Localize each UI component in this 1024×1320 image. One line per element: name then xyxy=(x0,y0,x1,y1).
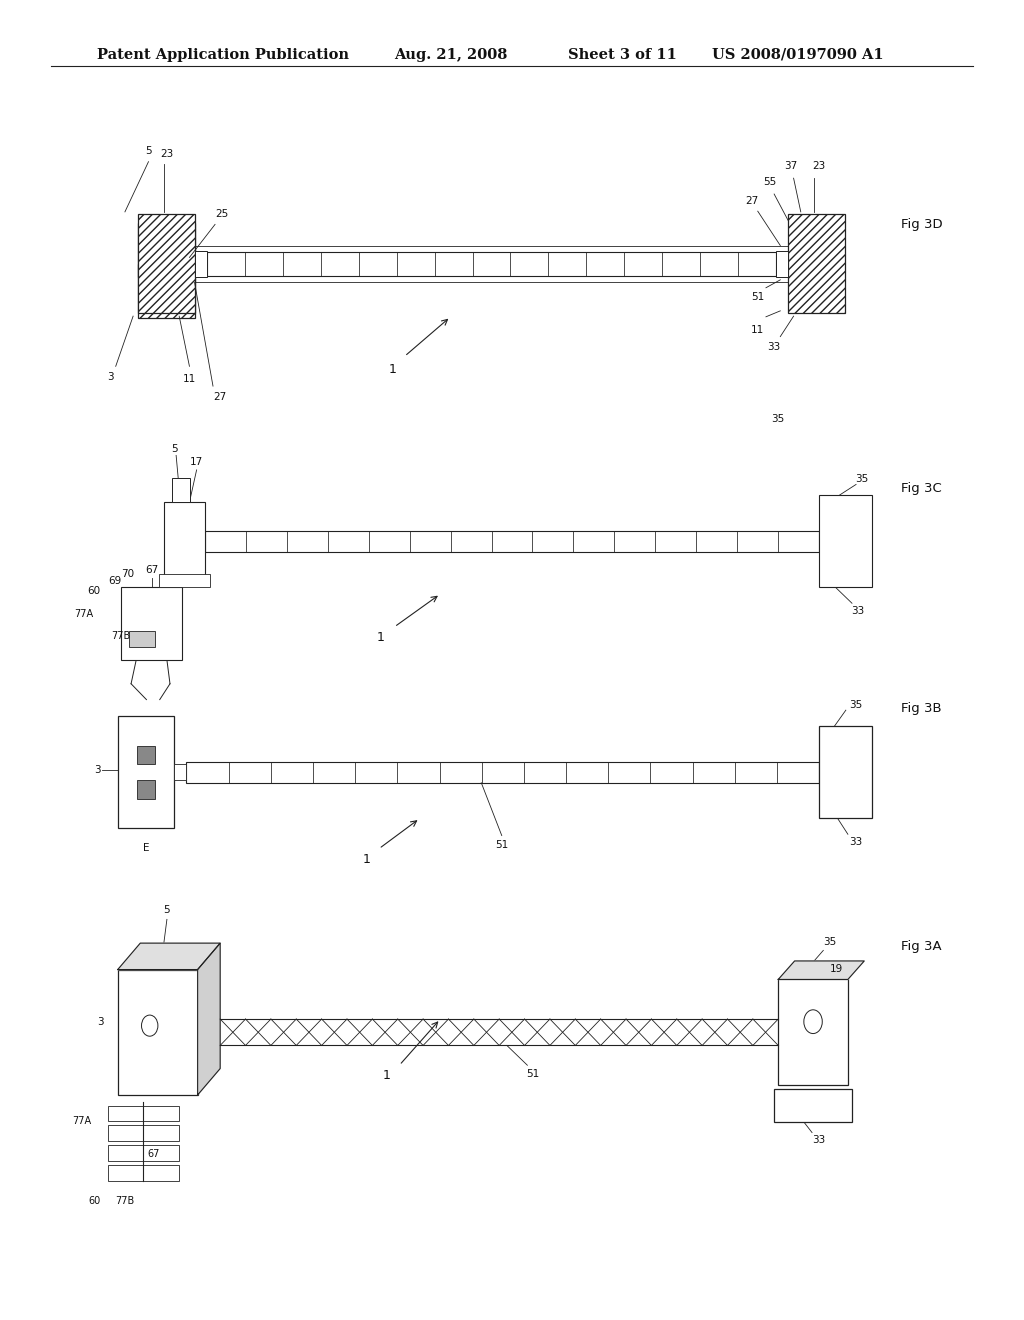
Bar xyxy=(195,251,207,277)
Text: 67: 67 xyxy=(147,1150,160,1159)
Text: 60: 60 xyxy=(88,1196,100,1205)
Bar xyxy=(108,1166,179,1180)
Bar xyxy=(776,251,788,277)
Bar xyxy=(774,1089,852,1122)
Polygon shape xyxy=(118,942,220,969)
Bar xyxy=(788,214,845,313)
Bar xyxy=(137,780,156,799)
Text: 35: 35 xyxy=(856,474,868,484)
Text: 27: 27 xyxy=(214,392,226,401)
Bar xyxy=(186,762,819,783)
Text: 19: 19 xyxy=(830,964,843,974)
Text: 33: 33 xyxy=(813,1135,825,1146)
Text: 33: 33 xyxy=(768,342,780,352)
Text: 35: 35 xyxy=(823,937,836,948)
Text: 5: 5 xyxy=(164,906,170,915)
Text: 51: 51 xyxy=(526,1069,539,1080)
Bar xyxy=(137,746,156,764)
Text: 23: 23 xyxy=(813,161,825,172)
Bar xyxy=(159,574,210,587)
Bar xyxy=(108,1125,179,1140)
Text: 69: 69 xyxy=(109,576,121,586)
Text: 1: 1 xyxy=(388,363,396,376)
Text: 35: 35 xyxy=(850,700,862,710)
Text: 3: 3 xyxy=(97,1016,103,1027)
Text: 35: 35 xyxy=(772,414,784,424)
Text: 25: 25 xyxy=(216,209,228,219)
Text: 51: 51 xyxy=(496,840,508,850)
Text: 33: 33 xyxy=(850,837,862,847)
Text: 51: 51 xyxy=(752,292,764,302)
Text: Patent Application Publication: Patent Application Publication xyxy=(97,48,349,62)
Polygon shape xyxy=(778,961,864,979)
Text: 77B: 77B xyxy=(112,631,130,642)
Text: Fig 3B: Fig 3B xyxy=(901,702,942,715)
Bar xyxy=(205,531,819,552)
Text: 60: 60 xyxy=(88,586,100,597)
Bar xyxy=(121,587,182,660)
Text: 5: 5 xyxy=(145,147,152,156)
Text: Sheet 3 of 11: Sheet 3 of 11 xyxy=(568,48,677,62)
Text: 3: 3 xyxy=(94,764,100,775)
Text: 5: 5 xyxy=(171,444,177,454)
Text: E: E xyxy=(142,843,150,853)
Text: 70: 70 xyxy=(122,569,134,579)
Polygon shape xyxy=(198,942,220,1096)
Bar xyxy=(778,979,848,1085)
Text: 11: 11 xyxy=(752,325,764,335)
Bar xyxy=(118,715,174,829)
Bar xyxy=(174,764,186,780)
Text: 23: 23 xyxy=(161,149,173,158)
Text: 37: 37 xyxy=(784,161,797,172)
Bar xyxy=(172,478,190,502)
Bar xyxy=(129,631,155,647)
Text: Fig 3C: Fig 3C xyxy=(901,482,942,495)
Bar xyxy=(108,1106,179,1122)
Text: Fig 3A: Fig 3A xyxy=(901,940,942,953)
Bar xyxy=(108,1146,179,1162)
Text: 17: 17 xyxy=(190,457,203,467)
Bar xyxy=(819,495,872,587)
Text: 1: 1 xyxy=(362,853,371,866)
Bar xyxy=(138,214,195,313)
Text: 1: 1 xyxy=(383,1069,391,1082)
Bar xyxy=(138,223,195,277)
Bar xyxy=(138,264,195,318)
Text: 33: 33 xyxy=(852,606,864,616)
Text: 11: 11 xyxy=(183,375,196,384)
Text: US 2008/0197090 A1: US 2008/0197090 A1 xyxy=(712,48,884,62)
Text: 1: 1 xyxy=(377,631,385,644)
Text: 27: 27 xyxy=(745,195,758,206)
Text: Aug. 21, 2008: Aug. 21, 2008 xyxy=(394,48,508,62)
Text: Fig 3D: Fig 3D xyxy=(901,218,943,231)
Bar xyxy=(207,252,776,276)
Bar xyxy=(819,726,872,818)
Text: 77B: 77B xyxy=(116,1196,134,1205)
Bar xyxy=(118,969,198,1096)
Bar xyxy=(164,502,205,581)
Text: 67: 67 xyxy=(145,565,158,576)
Text: 3: 3 xyxy=(108,372,114,381)
Text: 55: 55 xyxy=(764,177,776,187)
Text: 77A: 77A xyxy=(73,1117,91,1126)
Text: 77A: 77A xyxy=(75,609,93,619)
